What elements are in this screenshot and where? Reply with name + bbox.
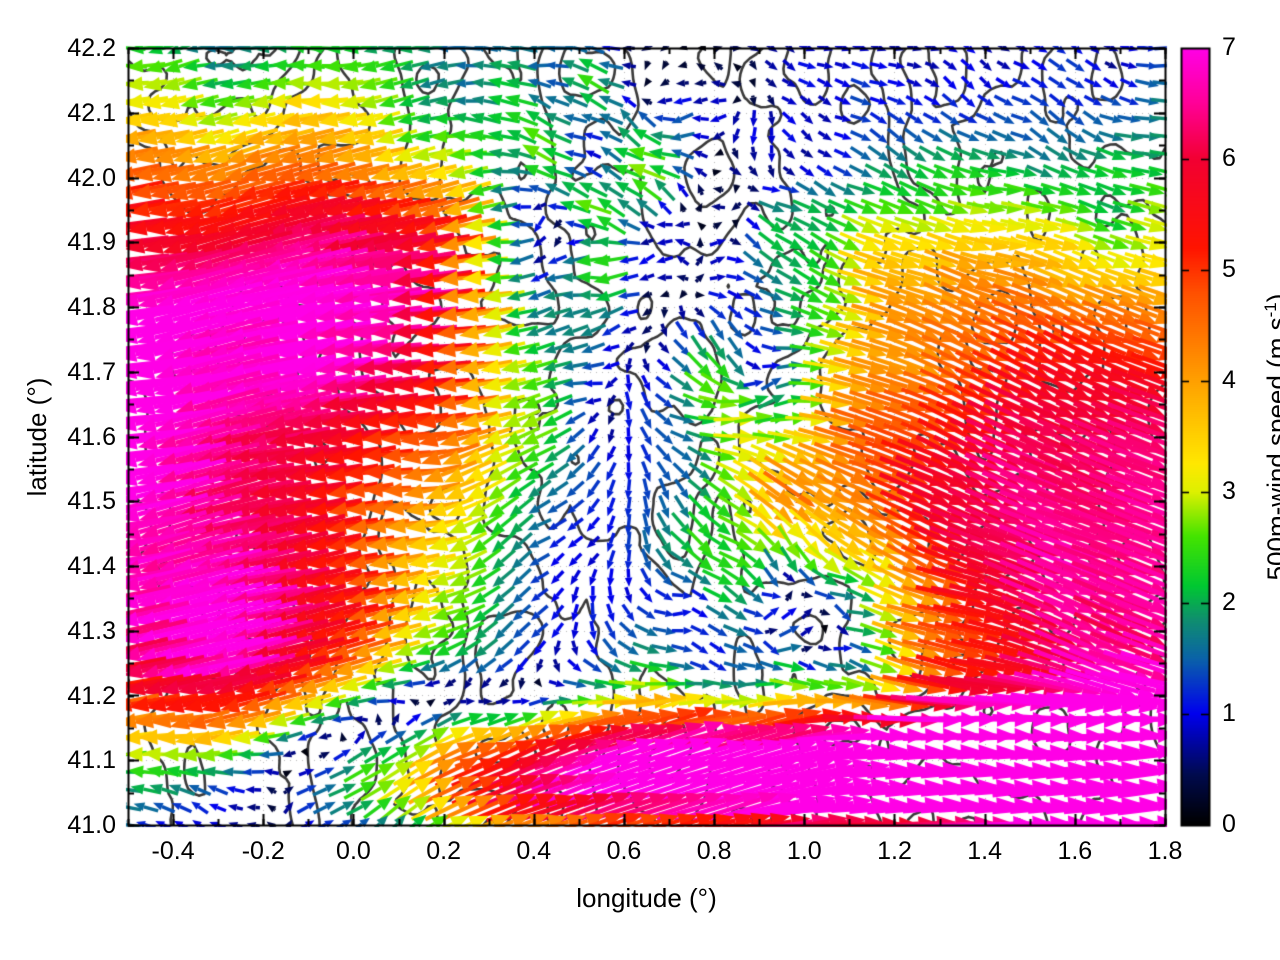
y-tick-label: 41.7 [67,357,116,386]
x-tick-label: 1.2 [877,837,912,865]
colorbar-tick-label: 7 [1222,33,1236,61]
colorbar-tick-label: 3 [1222,477,1236,505]
x-tick-label: 1.0 [786,837,822,865]
x-tick-label: 0.0 [336,837,371,865]
x-tick-label: 0.8 [696,837,732,865]
y-tick-label: 42.1 [67,98,116,127]
y-tick-label: 41.9 [67,228,116,257]
y-tick-label: 41.3 [67,616,116,645]
colorbar-tick-label: 5 [1222,255,1236,283]
x-axis-title: longitude (°) [576,883,717,913]
x-tick-label: -0.2 [241,837,285,865]
y-tick-label: 41.0 [67,811,116,839]
colorbar-title: 500m-wind speed (m s-1) [1261,293,1280,580]
x-tick-label: 0.4 [516,837,552,865]
colorbar-title-tail: ) [1262,293,1280,302]
x-tick-label: 0.2 [426,837,461,865]
y-axis-title: latitude (°) [22,377,52,496]
colorbar-title-main: 500m-wind speed (m s [1261,317,1280,580]
x-tick-label: 0.6 [606,837,642,865]
y-tick-label: 41.6 [67,422,116,451]
y-tick-label: 42.0 [67,163,116,192]
y-tick-label: 41.2 [67,681,116,710]
colorbar-tick-label: 1 [1222,699,1236,727]
x-tick-label: 1.6 [1057,837,1093,865]
y-tick-label: 41.5 [67,487,116,516]
x-tick-label: -0.4 [151,837,195,865]
y-tick-label: 41.1 [67,746,116,775]
y-tick-label: 41.8 [67,293,116,321]
colorbar-tick-label: 6 [1222,144,1236,172]
x-tick-label: 1.4 [967,837,1003,865]
colorbar-tick-label: 0 [1222,810,1236,838]
x-tick-label: 1.8 [1147,837,1183,865]
y-tick-label: 42.2 [67,34,116,62]
colorbar-tick-label: 2 [1222,588,1236,616]
colorbar-tick-label: 4 [1222,366,1236,394]
y-tick-label: 41.4 [67,552,116,580]
colorbar-title-exponent: -1 [1261,301,1280,317]
